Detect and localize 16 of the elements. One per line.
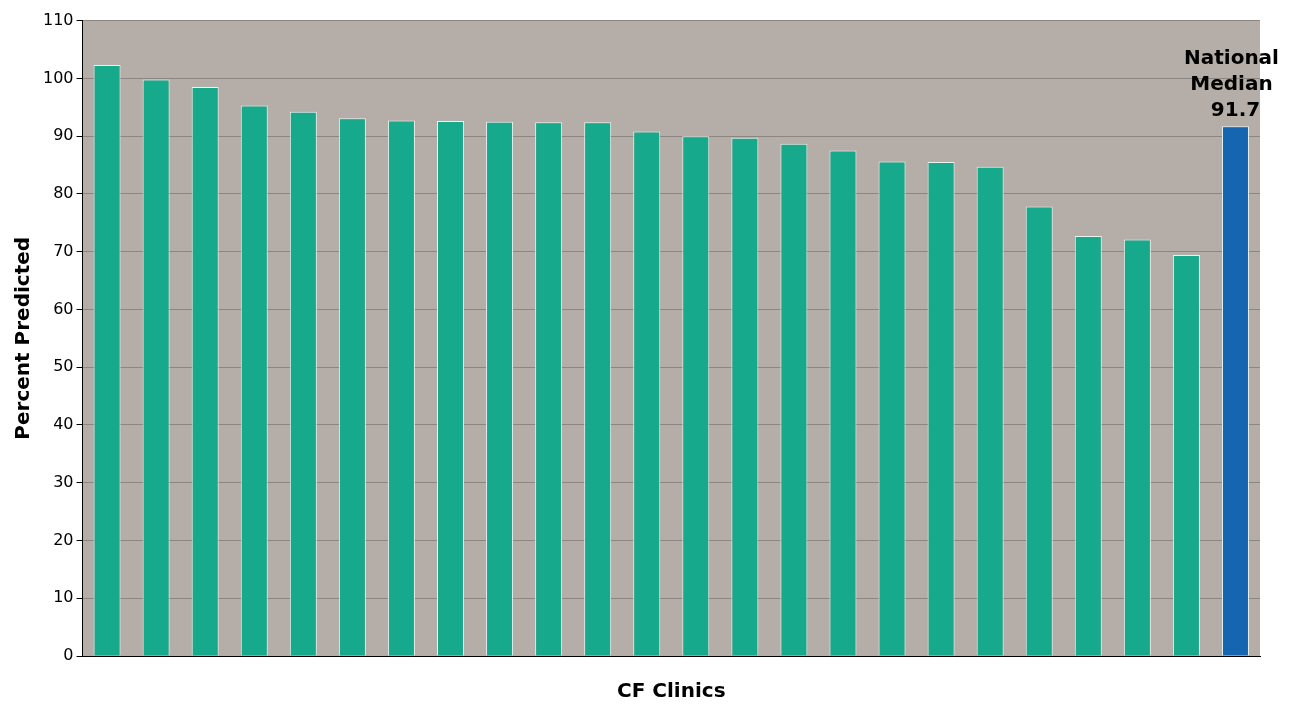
y-tick-label: 100: [42, 67, 74, 87]
x-axis-title: CF Clinics: [617, 678, 726, 703]
y-tick-label: 110: [42, 9, 74, 29]
y-tick-label: 70: [53, 240, 74, 260]
y-axis-title: Percent Predicted: [10, 236, 35, 440]
y-tick-label: 90: [53, 125, 74, 145]
y-tick-label: 80: [53, 183, 74, 203]
y-tick-label: 0: [63, 645, 74, 665]
y-tick-label: 30: [53, 471, 74, 491]
y-tick-label: 50: [53, 356, 74, 376]
y-tick-label: 60: [53, 298, 74, 318]
data-label: 91.7: [1210, 96, 1261, 121]
y-tick-label: 20: [53, 529, 74, 549]
y-tick-label: 40: [53, 414, 74, 434]
annotation: National Median: [1183, 44, 1279, 95]
y-tick-label: 10: [53, 587, 74, 607]
